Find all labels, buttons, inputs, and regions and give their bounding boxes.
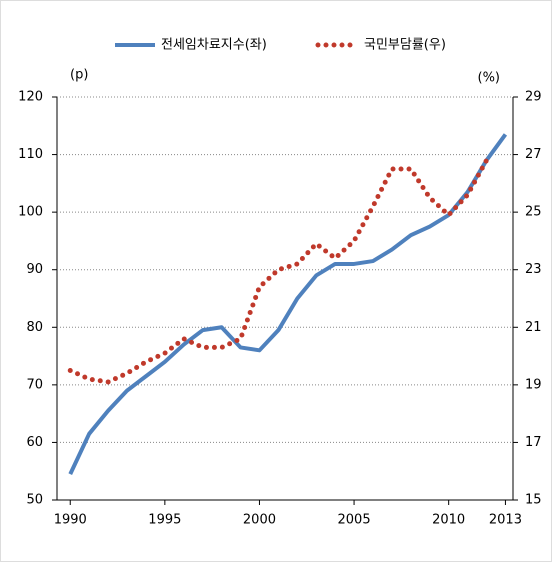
y-tick-label: 100 bbox=[18, 205, 43, 220]
x-tick-label: 1995 bbox=[148, 513, 181, 528]
y2-tick-label: 17 bbox=[525, 435, 542, 450]
x-tick-label: 2000 bbox=[243, 513, 276, 528]
y2-tick-label: 19 bbox=[525, 377, 542, 392]
x-tick-label: 2013 bbox=[489, 513, 522, 528]
x-tick-label: 2010 bbox=[432, 513, 465, 528]
y2-tick-label: 29 bbox=[525, 90, 542, 105]
series-line bbox=[68, 133, 508, 475]
y2-axis-label: (%) bbox=[478, 71, 501, 86]
y-tick-label: 60 bbox=[26, 435, 43, 450]
y-tick-label: 70 bbox=[26, 377, 43, 392]
y-axis-label: (p) bbox=[70, 68, 88, 83]
x-tick-label: 2005 bbox=[338, 513, 371, 528]
y-tick-label: 120 bbox=[18, 90, 43, 105]
y-tick-label: 90 bbox=[26, 262, 43, 277]
y2-tick-label: 27 bbox=[525, 147, 542, 162]
y2-tick-label: 21 bbox=[525, 320, 542, 335]
y-tick-label: 80 bbox=[26, 320, 43, 335]
legend-label: 국민부담률(우) bbox=[364, 38, 446, 53]
y-tick-label: 50 bbox=[26, 493, 43, 508]
legend-label: 전세임차료지수(좌) bbox=[161, 38, 267, 53]
y-tick-label: 110 bbox=[18, 147, 43, 162]
y2-tick-label: 15 bbox=[525, 493, 542, 508]
x-tick-label: 1990 bbox=[54, 513, 87, 528]
y2-tick-label: 25 bbox=[525, 205, 542, 220]
y2-tick-label: 23 bbox=[525, 262, 542, 277]
